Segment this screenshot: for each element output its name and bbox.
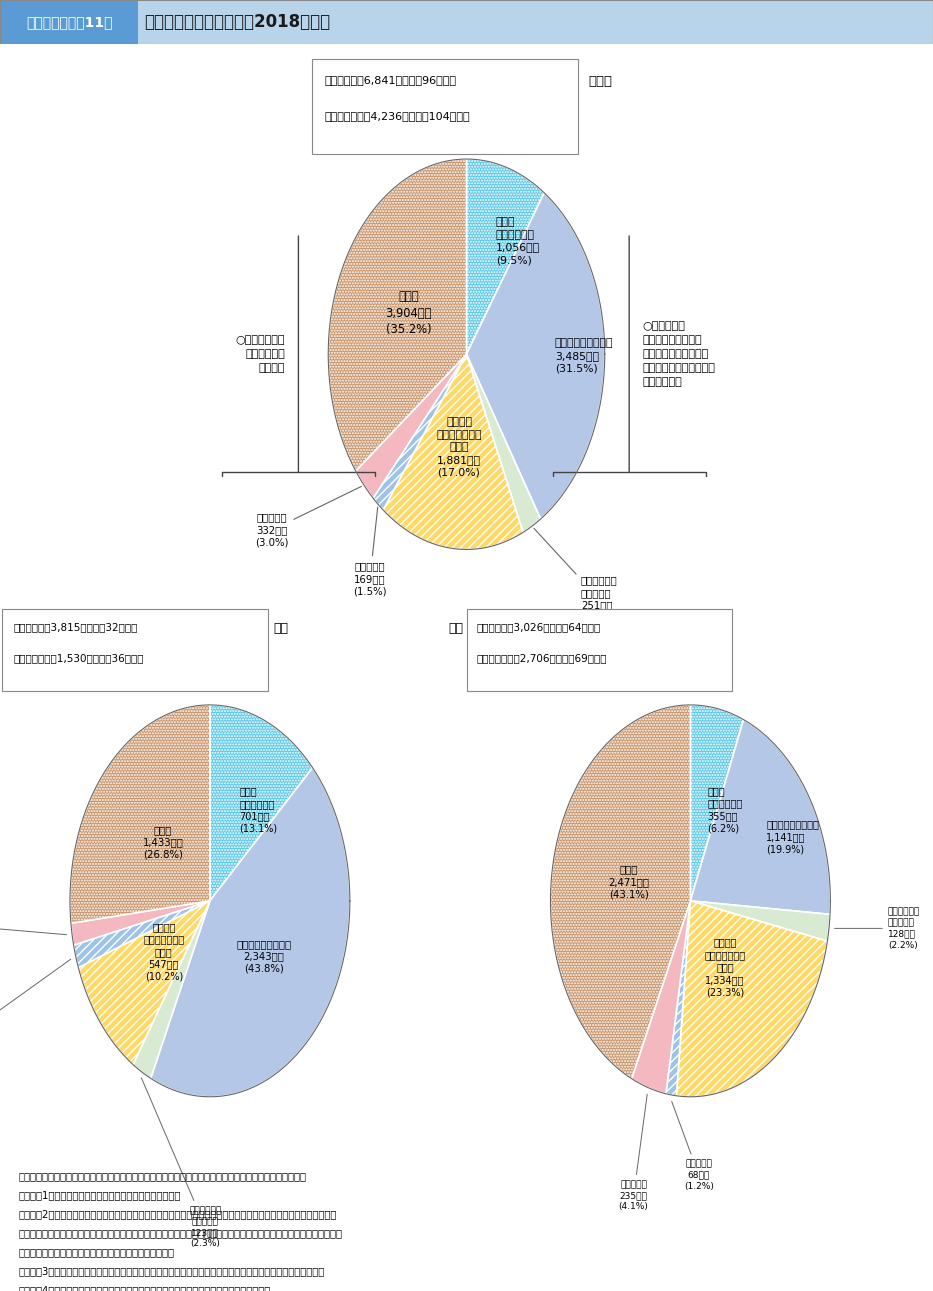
Text: 正規の職員・従業員
1,141万人
(19.9%): 正規の職員・従業員 1,141万人 (19.9%) (766, 820, 819, 855)
Text: その他の
非正規の職員・
従業員
1,881万人
(17.0%): その他の 非正規の職員・ 従業員 1,881万人 (17.0%) (437, 417, 481, 478)
Text: 第１－（２）－11図: 第１－（２）－11図 (26, 15, 112, 28)
Text: ○労働力人口
・役員・自営業主等
・正規の職員・従業員
・非正規の職員・従業員
・完全失業者: ○労働力人口 ・役員・自営業主等 ・正規の職員・従業員 ・非正規の職員・従業員 … (643, 321, 716, 387)
Polygon shape (466, 354, 540, 532)
Text: 不本意非正規
雇用労働者
128万人
(2.2%): 不本意非正規 雇用労働者 128万人 (2.2%) (835, 908, 920, 950)
Polygon shape (690, 719, 830, 914)
Text: 就職希望者
332万人
(3.0%): 就職希望者 332万人 (3.0%) (255, 487, 361, 547)
Text: 労働力人口：6,841万人（＋96万人）: 労働力人口：6,841万人（＋96万人） (325, 75, 456, 85)
Text: 非労働力人口：4,236万人（－104万人）: 非労働力人口：4,236万人（－104万人） (325, 111, 470, 121)
Text: その他
1,433万人
(26.8%): その他 1,433万人 (26.8%) (143, 825, 184, 860)
Text: 我が国の労働力の概況（2018年度）: 我が国の労働力の概況（2018年度） (145, 13, 330, 31)
Text: 規雇用労働者を差し引いたものとして算出。: 規雇用労働者を差し引いたものとして算出。 (19, 1247, 174, 1257)
Polygon shape (676, 901, 828, 1097)
Text: 役員・
自営業者主等
355万人
(6.2%): 役員・ 自営業者主等 355万人 (6.2%) (707, 786, 743, 833)
Text: 役員・
自営業者主等
701万人
(13.1%): 役員・ 自営業者主等 701万人 (13.1%) (239, 786, 277, 834)
Text: 就職希望者
97万人
(1.8%): 就職希望者 97万人 (1.8%) (0, 905, 66, 936)
Text: 完全失業者
68万人
(1.2%): 完全失業者 68万人 (1.2%) (672, 1101, 714, 1190)
Text: 非労働力人口：1,530万人（－36万人）: 非労働力人口：1,530万人（－36万人） (13, 653, 144, 662)
Polygon shape (690, 705, 744, 901)
Polygon shape (210, 705, 313, 901)
Polygon shape (70, 705, 210, 923)
Text: 不本意非正規
雇用労働者
123万人
(2.3%): 不本意非正規 雇用労働者 123万人 (2.3%) (142, 1078, 221, 1248)
Polygon shape (466, 159, 544, 354)
Polygon shape (133, 901, 210, 1078)
Polygon shape (78, 901, 210, 1065)
Polygon shape (151, 768, 350, 1097)
Text: その他の
非正規の職員・
従業員
1,334万人
(23.3%): その他の 非正規の職員・ 従業員 1,334万人 (23.3%) (704, 937, 745, 997)
Text: 男女計: 男女計 (589, 75, 612, 88)
Polygon shape (466, 192, 605, 519)
Polygon shape (71, 901, 210, 945)
Text: 労働力人口：3,815万人（＋32万人）: 労働力人口：3,815万人（＋32万人） (13, 622, 137, 633)
Text: 仕事がないから」と回答した者。その他の非正規の職員・従業員は、非正規の職員・従業員から不本意非正: 仕事がないから」と回答した者。その他の非正規の職員・従業員は、非正規の職員・従業… (19, 1229, 342, 1238)
Text: 不本意非正規
雇用労働者
251万人
(2.3%): 不本意非正規 雇用労働者 251万人 (2.3%) (534, 528, 618, 624)
Polygon shape (373, 354, 466, 510)
Polygon shape (383, 354, 523, 550)
Text: その他
2,471万人
(43.1%): その他 2,471万人 (43.1%) (608, 865, 649, 900)
Text: 資料出所　総務省統計局「労働力調査（詳細集計）」をもとに厚生労働省政策統括官付政策統括室にて作成: 資料出所 総務省統計局「労働力調査（詳細集計）」をもとに厚生労働省政策統括官付政… (19, 1171, 307, 1181)
Polygon shape (666, 901, 690, 1096)
Text: その他
3,904万人
(35.2%): その他 3,904万人 (35.2%) (385, 290, 432, 336)
Text: 正規の職員・従業員
3,485万人
(31.5%): 正規の職員・従業員 3,485万人 (31.5%) (555, 338, 613, 374)
Text: 完全失業者
169万人
(1.5%): 完全失業者 169万人 (1.5%) (353, 507, 386, 596)
Text: 4）その他については、非労働力人口より就職希望者を差し引いたものとして算出。: 4）その他については、非労働力人口より就職希望者を差し引いたものとして算出。 (19, 1286, 271, 1291)
FancyBboxPatch shape (466, 609, 732, 691)
Polygon shape (328, 159, 466, 471)
FancyBboxPatch shape (3, 609, 269, 691)
Text: 男性: 男性 (274, 622, 289, 635)
Text: 3）役員・自営業主等は労働力人口より役員を除いた雇用者と完全失業者を差し引いたものとして算出。: 3）役員・自営業主等は労働力人口より役員を除いた雇用者と完全失業者を差し引いたも… (19, 1266, 325, 1277)
Text: 非労働力人口：2,706万人（－69万人）: 非労働力人口：2,706万人（－69万人） (477, 653, 607, 662)
Text: 就職希望者
235万人
(4.1%): 就職希望者 235万人 (4.1%) (619, 1095, 648, 1211)
Text: 正規の職員・従業員
2,343万人
(43.8%): 正規の職員・従業員 2,343万人 (43.8%) (237, 939, 292, 973)
Text: 2）不本意非正規雇用労働者は、非正規の職員・従業員のうち、現職に就いた理由が「正規の職員・従業員の: 2）不本意非正規雇用労働者は、非正規の職員・従業員のうち、現職に就いた理由が「正… (19, 1210, 337, 1220)
Polygon shape (550, 705, 690, 1079)
Polygon shape (74, 901, 210, 967)
Text: （注）　1）数値は、四半期データの平均を使用している。: （注） 1）数値は、四半期データの平均を使用している。 (19, 1190, 181, 1201)
FancyBboxPatch shape (312, 58, 578, 154)
Bar (0, 0, 138, 44)
Text: 労働力人口：3,026万人（＋64万人）: 労働力人口：3,026万人（＋64万人） (477, 622, 601, 633)
Polygon shape (632, 901, 690, 1093)
Bar (138, 0, 933, 44)
Polygon shape (355, 354, 466, 498)
Text: ○非労働力人口
・就職希望者
・その他: ○非労働力人口 ・就職希望者 ・その他 (235, 336, 285, 373)
Text: その他の
非正規の職員・
従業員
547万人
(10.2%): その他の 非正規の職員・ 従業員 547万人 (10.2%) (144, 922, 185, 981)
Text: 女性: 女性 (449, 622, 464, 635)
Text: 役員・
自営業者主等
1,056万人
(9.5%): 役員・ 自営業者主等 1,056万人 (9.5%) (495, 217, 540, 265)
Polygon shape (690, 901, 830, 941)
Text: 完全失業者
101万人
(1.9%): 完全失業者 101万人 (1.9%) (0, 959, 71, 1041)
